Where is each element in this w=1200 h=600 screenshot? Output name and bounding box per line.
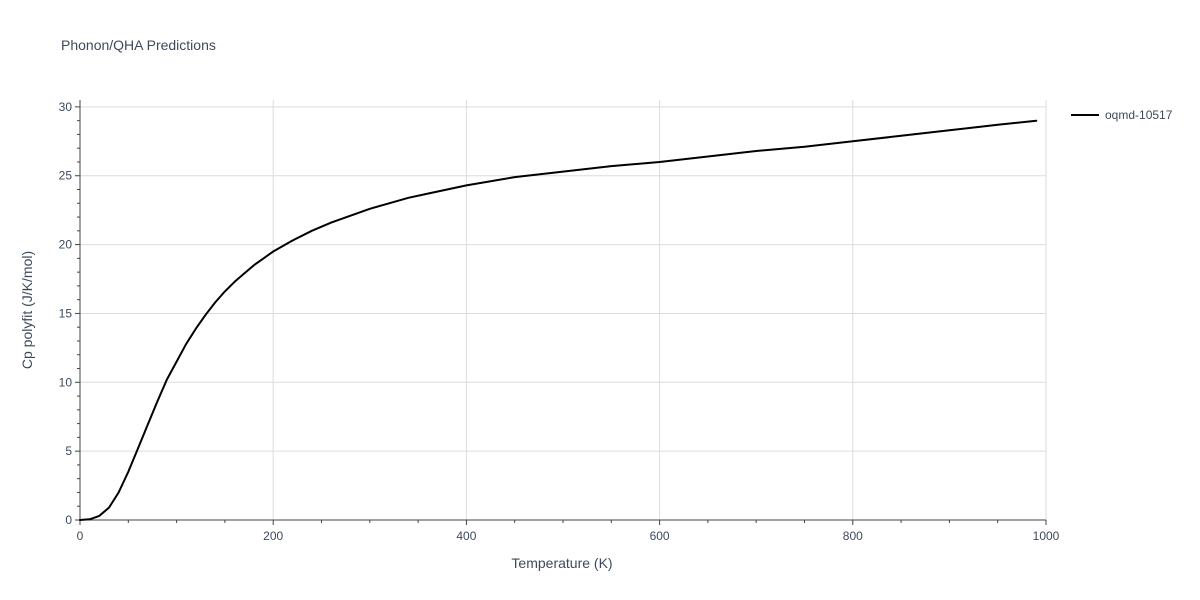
y-tick-label: 20 xyxy=(59,238,73,252)
y-tick-label: 30 xyxy=(59,100,73,114)
x-tick-label: 1000 xyxy=(1033,529,1060,543)
legend[interactable]: oqmd-10517 xyxy=(1071,108,1173,122)
y-tick-label: 5 xyxy=(65,444,72,458)
legend-label[interactable]: oqmd-10517 xyxy=(1105,108,1173,122)
x-tick-label: 400 xyxy=(456,529,476,543)
series-lines xyxy=(79,119,1038,521)
series-line-oqmd-10517 xyxy=(79,119,1038,521)
y-tick-label: 15 xyxy=(59,306,73,320)
axes xyxy=(75,100,1047,525)
y-axis-title: Cp polyfit (J/K/mol) xyxy=(19,251,35,369)
x-tick-label: 0 xyxy=(77,529,84,543)
x-axis-title: Temperature (K) xyxy=(511,555,612,571)
y-tick-label: 0 xyxy=(65,513,72,527)
y-tick-label: 25 xyxy=(59,169,73,183)
x-tick-label: 600 xyxy=(650,529,670,543)
x-tick-label: 200 xyxy=(263,529,283,543)
y-tick-label: 10 xyxy=(59,375,73,389)
chart-title: Phonon/QHA Predictions xyxy=(61,37,216,53)
tick-labels: 0 200 400 600 800 1000 0 5 10 15 20 25 30 xyxy=(59,100,1060,543)
grid xyxy=(80,100,1047,520)
x-tick-label: 800 xyxy=(843,529,863,543)
